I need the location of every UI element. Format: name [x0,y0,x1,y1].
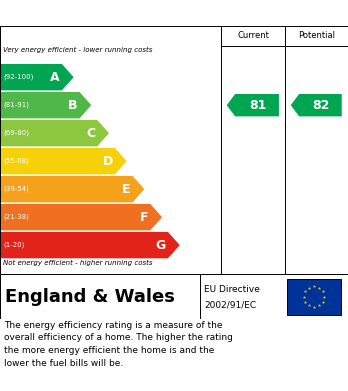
Text: (39-54): (39-54) [3,186,29,192]
Text: Very energy efficient - lower running costs: Very energy efficient - lower running co… [3,47,152,53]
Text: G: G [156,239,166,252]
Polygon shape [227,94,279,117]
Text: (1-20): (1-20) [3,242,24,248]
Text: Energy Efficiency Rating: Energy Efficiency Rating [9,5,210,20]
Text: EU Directive: EU Directive [204,285,260,294]
Text: Current: Current [237,31,269,40]
Text: (92-100): (92-100) [3,74,33,81]
Polygon shape [291,94,342,117]
Text: 2002/91/EC: 2002/91/EC [204,300,256,309]
Text: 81: 81 [249,99,267,112]
Polygon shape [0,232,180,258]
Text: E: E [122,183,130,196]
Bar [287,278,341,314]
Polygon shape [0,148,127,174]
Text: 82: 82 [313,99,330,112]
Text: (81-91): (81-91) [3,102,29,108]
Polygon shape [0,176,144,203]
Text: England & Wales: England & Wales [5,287,175,305]
Text: (21-38): (21-38) [3,214,29,221]
Polygon shape [0,204,162,230]
Polygon shape [0,120,109,146]
Text: C: C [86,127,95,140]
Text: B: B [68,99,78,112]
Polygon shape [0,92,91,118]
Text: D: D [103,155,113,168]
Text: (55-68): (55-68) [3,158,29,164]
Text: The energy efficiency rating is a measure of the
overall efficiency of a home. T: The energy efficiency rating is a measur… [4,321,233,368]
Text: Not energy efficient - higher running costs: Not energy efficient - higher running co… [3,260,152,266]
Text: (69-80): (69-80) [3,130,29,136]
Text: Potential: Potential [298,31,335,40]
Text: F: F [140,211,148,224]
Text: A: A [50,71,60,84]
Polygon shape [0,64,74,90]
